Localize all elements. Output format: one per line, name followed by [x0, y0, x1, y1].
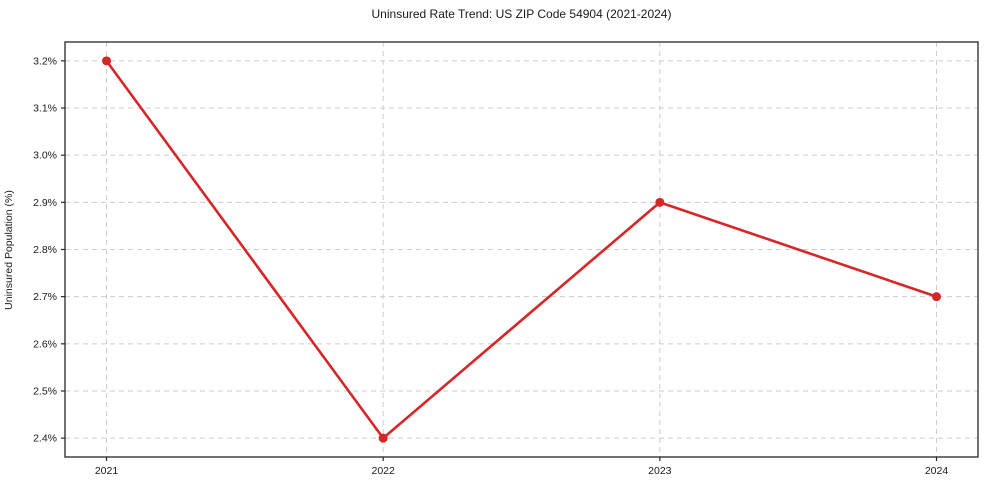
x-tick-label: 2024 — [925, 465, 949, 477]
x-tick-label: 2021 — [95, 465, 119, 477]
data-point-marker — [102, 56, 111, 66]
y-tick-label: 3.0% — [33, 150, 57, 162]
data-point-marker — [932, 292, 941, 302]
y-tick-label: 2.9% — [33, 197, 57, 209]
y-tick-label: 3.1% — [33, 103, 57, 115]
data-point-marker — [378, 433, 388, 443]
y-tick-label: 2.5% — [33, 385, 57, 397]
x-tick-label: 2023 — [648, 465, 672, 477]
chart-title: Uninsured Rate Trend: US ZIP Code 54904 … — [371, 7, 672, 21]
y-tick-label: 2.4% — [33, 433, 57, 445]
y-tick-label: 2.7% — [33, 291, 57, 303]
y-tick-label: 2.8% — [33, 244, 57, 256]
y-tick-label: 3.2% — [33, 55, 57, 67]
x-tick-label: 2022 — [371, 465, 395, 477]
data-point-marker — [655, 197, 665, 207]
y-tick-label: 2.6% — [33, 338, 57, 350]
trend-line — [105, 59, 938, 440]
